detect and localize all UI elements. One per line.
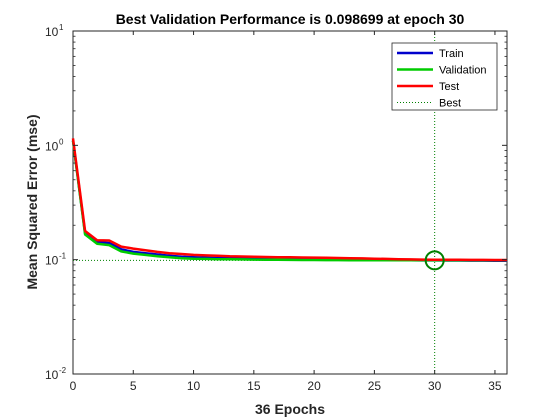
legend-entries: Train Validation Test Best: [397, 48, 487, 110]
y-tick-exponent: 0: [59, 137, 64, 146]
y-tick-label: 10: [45, 254, 59, 268]
y-tick-label: 10: [45, 368, 59, 382]
best-marker: [424, 250, 445, 271]
x-axis-label: 36 Epochs: [255, 401, 325, 417]
x-tick-label: 25: [368, 379, 382, 393]
y-tick-label: 10: [45, 25, 59, 39]
y-tick-exponent: -2: [59, 366, 67, 375]
legend-label-validation: Validation: [439, 65, 487, 77]
x-tick-label: 10: [187, 379, 201, 393]
legend-label-test: Test: [439, 81, 459, 93]
x-tick-label: 20: [307, 379, 321, 393]
y-tick-label: 10: [45, 139, 59, 153]
best-point-marker: [424, 250, 445, 271]
y-axis-label: Mean Squared Error (mse): [24, 114, 40, 289]
chart-title: Best Validation Performance is 0.098699 …: [116, 11, 465, 27]
y-tick-exponent: 1: [59, 23, 64, 32]
x-tick-label: 15: [247, 379, 261, 393]
x-tick-label: 30: [428, 379, 442, 393]
x-axis-ticks: 0 5 10 15 20 25 30 35: [70, 31, 502, 393]
x-tick-label: 0: [70, 379, 77, 393]
legend-label-best: Best: [439, 98, 461, 110]
series-lines: [71, 138, 507, 262]
legend: Train Validation Test Best: [391, 42, 498, 111]
series-line-test: [71, 138, 507, 262]
x-tick-label: 5: [130, 379, 137, 393]
y-tick-exponent: -1: [59, 252, 67, 261]
x-tick-label: 35: [488, 379, 502, 393]
legend-label-train: Train: [439, 48, 464, 60]
